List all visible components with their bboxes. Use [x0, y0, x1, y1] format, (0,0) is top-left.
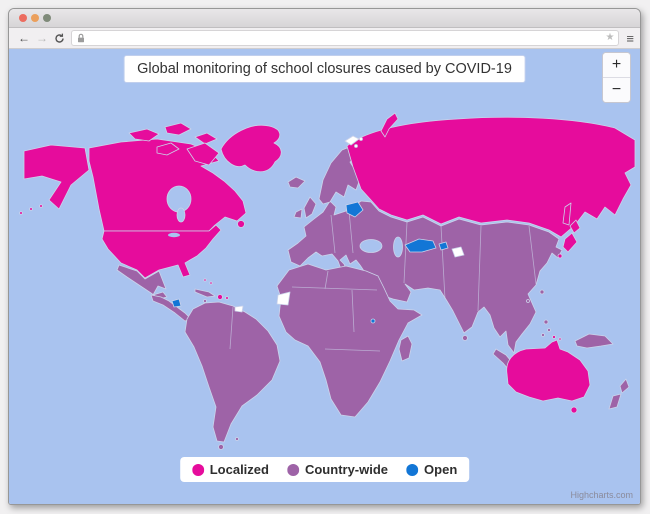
address-input[interactable]: [86, 32, 606, 44]
legend-item-open[interactable]: Open: [406, 462, 457, 477]
map-region-puerto-rico[interactable]: [225, 296, 229, 300]
map-region-sakhalin[interactable]: [562, 202, 572, 226]
map-region-united-states[interactable]: [101, 224, 222, 279]
map-region-kashmir[interactable]: [451, 246, 465, 258]
great-lakes: [168, 232, 180, 238]
country-borders: [229, 210, 537, 352]
zoom-in-button[interactable]: +: [603, 53, 630, 78]
map-region-greenland[interactable]: [220, 124, 282, 173]
map-region-turkmenistan-uzbekistan[interactable]: [404, 238, 437, 253]
legend-marker-localized: [191, 463, 204, 476]
legend-item-country-wide[interactable]: Country-wide: [286, 462, 389, 477]
forward-icon[interactable]: →: [36, 31, 48, 45]
legend-label-open: Open: [424, 462, 458, 477]
hudson-bay: [166, 185, 192, 213]
map-region-svalbard-3[interactable]: [354, 144, 358, 148]
map-region-bahamas-2[interactable]: [209, 281, 213, 285]
map-region-baffin-island[interactable]: [186, 142, 220, 166]
map-region-svalbard[interactable]: [344, 135, 360, 146]
map-region-jamaica[interactable]: [203, 299, 207, 303]
close-window-icon[interactable]: [19, 14, 27, 22]
map-region-western-sahara[interactable]: [276, 291, 291, 306]
map-region-russia[interactable]: [346, 116, 636, 238]
map-region-arctic-island-1[interactable]: [128, 128, 160, 142]
legend-item-localized[interactable]: Localized: [191, 462, 269, 477]
map-region-svalbard-2[interactable]: [359, 137, 363, 141]
map-region-japan-hokkaido[interactable]: [569, 219, 581, 234]
black-sea: [359, 239, 383, 253]
map-region-eurasia[interactable]: [287, 200, 563, 354]
map-zoom-controls: + −: [602, 52, 631, 103]
highcharts-credits[interactable]: Highcharts.com: [570, 490, 633, 500]
map-region-nicaragua[interactable]: [171, 298, 182, 308]
map-region-japan-honshu[interactable]: [562, 232, 578, 253]
map-region-arctic-island-3[interactable]: [194, 132, 218, 145]
map-region-pacific-island-1[interactable]: [552, 335, 556, 339]
bookmark-star-icon[interactable]: ★: [605, 32, 615, 43]
menu-icon[interactable]: ≡: [626, 30, 634, 46]
map-region-south-america[interactable]: [184, 301, 281, 443]
world-map: [9, 49, 640, 504]
map-region-mexico[interactable]: [116, 264, 168, 300]
legend-marker-open: [406, 463, 419, 476]
map-region-new-zealand-north[interactable]: [619, 378, 630, 394]
map-region-tasmania[interactable]: [570, 406, 578, 414]
map-region-tajikistan[interactable]: [438, 241, 449, 251]
browser-window: ← → ★ ≡: [8, 8, 641, 505]
map-region-japan-kyushu[interactable]: [557, 253, 563, 259]
map-region-cuba[interactable]: [194, 288, 216, 298]
map-region-philippines-3[interactable]: [541, 333, 545, 337]
map-region-burundi[interactable]: [370, 318, 376, 324]
map-region-aleutians-1[interactable]: [19, 211, 23, 215]
map-region-pacific-island-2[interactable]: [558, 337, 562, 341]
chart-area: Global monitoring of school closures cau…: [9, 49, 640, 504]
reload-icon[interactable]: [54, 33, 65, 44]
zoom-out-button[interactable]: −: [603, 78, 630, 102]
map-region-africa[interactable]: [276, 263, 423, 418]
chart-legend: Localized Country-wide Open: [179, 457, 470, 482]
zoom-window-icon[interactable]: [43, 14, 51, 22]
map-region-bahamas-1[interactable]: [203, 278, 207, 282]
traffic-lights: [19, 14, 51, 22]
legend-label-localized: Localized: [209, 462, 269, 477]
map-region-philippines-1[interactable]: [543, 319, 549, 325]
map-region-ireland[interactable]: [293, 208, 303, 219]
address-bar[interactable]: ★: [71, 30, 620, 46]
map-region-united-kingdom[interactable]: [303, 196, 317, 219]
map-region-suriname[interactable]: [234, 305, 244, 313]
caspian-sea: [393, 236, 403, 258]
back-icon[interactable]: ←: [18, 31, 30, 45]
map-region-newfoundland[interactable]: [237, 220, 245, 228]
map-region-alaska[interactable]: [23, 144, 90, 210]
map-region-madagascar[interactable]: [398, 335, 413, 362]
map-region-australia[interactable]: [506, 339, 591, 402]
map-region-iceland[interactable]: [287, 176, 306, 189]
legend-label-country-wide: Country-wide: [304, 462, 389, 477]
browser-titlebar[interactable]: [9, 9, 640, 28]
legend-marker-country-wide: [286, 463, 299, 476]
map-region-falkland[interactable]: [235, 437, 239, 441]
map-region-tierra-del-fuego[interactable]: [218, 444, 224, 450]
james-bay: [176, 207, 186, 223]
map-region-taiwan[interactable]: [539, 289, 545, 295]
map-region-sri-lanka[interactable]: [462, 335, 468, 341]
map-region-belarus[interactable]: [345, 201, 364, 218]
map-region-victoria-island[interactable]: [156, 142, 180, 156]
minimize-window-icon[interactable]: [31, 14, 39, 22]
map-region-hainan[interactable]: [526, 299, 530, 303]
map-region-aleutians-2[interactable]: [29, 207, 33, 211]
lock-icon: [78, 33, 84, 42]
browser-navbar: ← → ★ ≡: [9, 28, 640, 49]
chart-title: Global monitoring of school closures cau…: [124, 56, 525, 82]
map-region-novaya-zemlya[interactable]: [380, 112, 399, 138]
map-region-new-zealand-south[interactable]: [608, 393, 622, 410]
map-region-new-guinea[interactable]: [574, 333, 614, 349]
map-region-arctic-island-2[interactable]: [164, 122, 192, 136]
map-region-hispaniola[interactable]: [217, 294, 223, 300]
map-region-aleutians-3[interactable]: [39, 204, 43, 208]
map-region-philippines-2[interactable]: [547, 328, 551, 332]
